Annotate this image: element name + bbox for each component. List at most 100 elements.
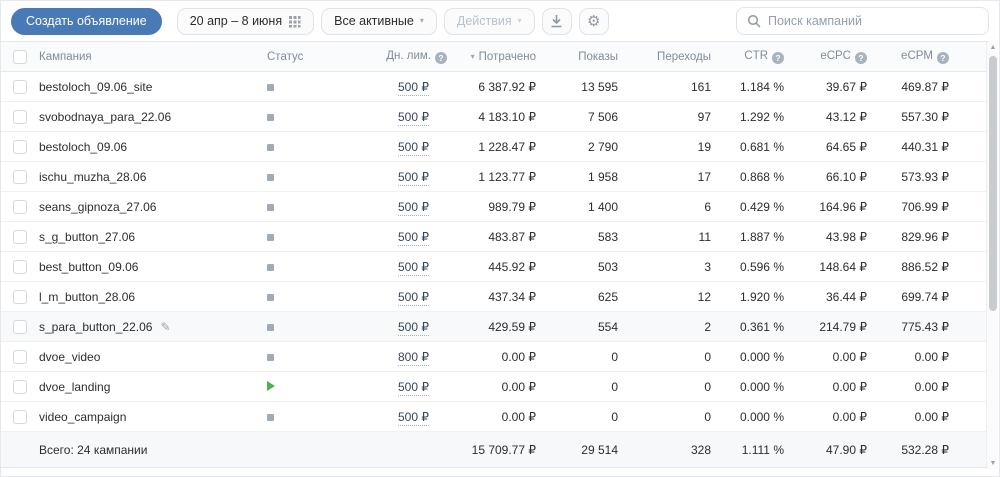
daily-limit-link[interactable]: 500 ₽	[398, 199, 429, 216]
header-campaign[interactable]: Кампания	[39, 41, 261, 72]
cell-ecpm: 886.52 ₽	[872, 251, 954, 282]
edit-pencil-icon[interactable]: ✎	[160, 319, 171, 334]
cell-ecpc: 0.00 ₽	[789, 371, 872, 402]
daily-limit-link[interactable]: 500 ₽	[398, 409, 429, 426]
table-header-row: Кампания Статус Дн. лим.? ▾ Потрачено Пок…	[1, 41, 989, 72]
row-checkbox[interactable]	[13, 109, 27, 124]
campaign-name-link[interactable]: dvoe_video	[39, 349, 101, 364]
cell-clicks: 97	[623, 101, 716, 132]
row-checkbox[interactable]	[13, 319, 27, 334]
export-download-button[interactable]	[541, 7, 572, 35]
status-paused-icon	[267, 353, 274, 361]
cell-ecpc: 36.44 ₽	[789, 281, 872, 312]
campaign-name-link[interactable]: l_m_button_28.06	[39, 289, 136, 304]
row-checkbox[interactable]	[13, 289, 27, 304]
toolbar: Создать объявление 20 апр – 8 июня Все а…	[1, 1, 999, 41]
row-checkbox[interactable]	[13, 409, 27, 424]
header-clicks[interactable]: Переходы	[623, 41, 716, 72]
cell-impressions: 0	[541, 401, 623, 432]
header-status[interactable]: Статус	[261, 41, 349, 72]
table-row[interactable]: s_para_button_22.06 ✎ 500 ₽ 429.59 ₽554 2 0.3…	[1, 311, 989, 342]
campaign-name-link[interactable]: video_campaign	[39, 409, 127, 424]
cell-ecpm: 0.00 ₽	[872, 341, 954, 372]
daily-limit-link[interactable]: 500 ₽	[398, 79, 429, 96]
daily-limit-link[interactable]: 500 ₽	[398, 259, 429, 276]
create-ad-button[interactable]: Создать объявление	[11, 7, 162, 35]
header-ecpc[interactable]: eCPC?	[789, 41, 872, 72]
daily-limit-link[interactable]: 500 ₽	[398, 169, 429, 186]
campaign-name-link[interactable]: best_button_09.06	[39, 259, 139, 274]
table-row[interactable]: dvoe_landing 500 ₽0.00 ₽0 0 0.000 % 0.00 ₽0.…	[1, 371, 989, 402]
header-ecpm[interactable]: eCPM?	[872, 41, 954, 72]
select-all-checkbox[interactable]	[13, 49, 27, 64]
search-input[interactable]	[768, 14, 978, 28]
table-row[interactable]: video_campaign 500 ₽0.00 ₽0 0 0.000 % 0.00 ₽…	[1, 401, 989, 432]
cell-ctr: 1.920 %	[716, 281, 789, 312]
table-row[interactable]: svobodnaya_para_22.06 500 ₽ 4 183.10 ₽7 50…	[1, 101, 989, 132]
daily-limit-link[interactable]: 500 ₽	[398, 379, 429, 396]
cell-ecpm: 573.93 ₽	[872, 161, 954, 192]
table-row[interactable]: bestoloch_09.06 500 ₽ 1 228.47 ₽2 790 19 0.6…	[1, 131, 989, 162]
row-checkbox[interactable]	[13, 79, 27, 94]
cell-clicks: 6	[623, 191, 716, 222]
row-checkbox[interactable]	[13, 169, 27, 184]
settings-button[interactable]: ⚙	[578, 7, 609, 35]
daily-limit-link[interactable]: 500 ₽	[398, 319, 429, 336]
scroll-down-arrow-icon[interactable]: ▼	[989, 460, 997, 467]
status-paused-icon	[267, 413, 274, 421]
status-filter-dropdown[interactable]: Все активные ▾	[321, 7, 437, 35]
row-checkbox[interactable]	[13, 379, 27, 394]
header-ctr[interactable]: CTR?	[716, 41, 789, 72]
table-row[interactable]: dvoe_video 800 ₽0.00 ₽0 0 0.000 % 0.00 ₽0.00…	[1, 341, 989, 372]
help-icon[interactable]: ?	[937, 51, 949, 64]
row-checkbox[interactable]	[13, 199, 27, 214]
campaign-name-link[interactable]: svobodnaya_para_22.06	[39, 109, 172, 124]
cell-clicks: 0	[623, 401, 716, 432]
cell-ctr: 0.868 %	[716, 161, 789, 192]
table-row[interactable]: best_button_09.06 500 ₽ 445.92 ₽503 3 0.596 …	[1, 251, 989, 282]
date-range-button[interactable]: 20 апр – 8 июня	[176, 7, 315, 35]
daily-limit-link[interactable]: 500 ₽	[398, 229, 429, 246]
cell-clicks: 17	[623, 161, 716, 192]
table-row[interactable]: l_m_button_28.06 500 ₽ 437.34 ₽625 12 1.920 …	[1, 281, 989, 312]
row-checkbox[interactable]	[13, 349, 27, 364]
date-range-label: 20 апр – 8 июня	[189, 14, 283, 28]
table-row[interactable]: s_g_button_27.06 500 ₽ 483.87 ₽583 11 1.887 …	[1, 221, 989, 252]
cell-ecpc: 64.65 ₽	[789, 131, 872, 162]
cell-ctr: 0.596 %	[716, 251, 789, 282]
header-spent-sorted[interactable]: ▾ Потрачено	[449, 41, 541, 72]
totals-spent: 15 709.77 ₽	[449, 431, 541, 468]
campaign-name-link[interactable]: bestoloch_09.06	[39, 139, 128, 154]
gear-icon: ⚙	[586, 12, 601, 30]
totals-ecpm: 532.28 ₽	[872, 431, 954, 468]
help-icon[interactable]: ?	[855, 51, 867, 64]
campaign-name-link[interactable]: s_para_button_22.06	[39, 319, 153, 334]
help-icon[interactable]: ?	[435, 51, 447, 64]
campaign-name-link[interactable]: dvoe_landing	[39, 379, 111, 394]
cell-ctr: 0.000 %	[716, 341, 789, 372]
table-row[interactable]: bestoloch_09.06_site 500 ₽ 6 387.92 ₽13 59…	[1, 71, 989, 102]
row-checkbox[interactable]	[13, 229, 27, 244]
cell-ctr: 0.681 %	[716, 131, 789, 162]
actions-dropdown[interactable]: Действия ▾	[443, 7, 535, 35]
campaign-name-link[interactable]: bestoloch_09.06_site	[39, 79, 153, 94]
table-row[interactable]: seans_gipnoza_27.06 500 ₽ 989.79 ₽1 400 6 0.…	[1, 191, 989, 222]
daily-limit-link[interactable]: 500 ₽	[398, 139, 429, 156]
daily-limit-link[interactable]: 500 ₽	[398, 109, 429, 126]
totals-clicks: 328	[623, 431, 716, 468]
daily-limit-link[interactable]: 500 ₽	[398, 289, 429, 306]
help-icon[interactable]: ?	[772, 51, 784, 64]
cell-clicks: 11	[623, 221, 716, 252]
campaign-name-link[interactable]: s_g_button_27.06	[39, 229, 136, 244]
table-row[interactable]: ischu_muzha_28.06 500 ₽ 1 123.77 ₽1 958 17 0…	[1, 161, 989, 192]
campaign-name-link[interactable]: seans_gipnoza_27.06	[39, 199, 157, 214]
header-impressions[interactable]: Показы	[541, 41, 623, 72]
daily-limit-link[interactable]: 800 ₽	[398, 349, 429, 366]
scroll-up-arrow-icon[interactable]: ▲	[989, 44, 997, 51]
scrollbar-thumb[interactable]	[989, 56, 997, 311]
campaign-name-link[interactable]: ischu_muzha_28.06	[39, 169, 147, 184]
row-checkbox[interactable]	[13, 259, 27, 274]
header-daily-limit[interactable]: Дн. лим.?	[349, 41, 449, 72]
row-checkbox[interactable]	[13, 139, 27, 154]
vertical-scrollbar[interactable]: ▲ ▼	[986, 42, 998, 469]
